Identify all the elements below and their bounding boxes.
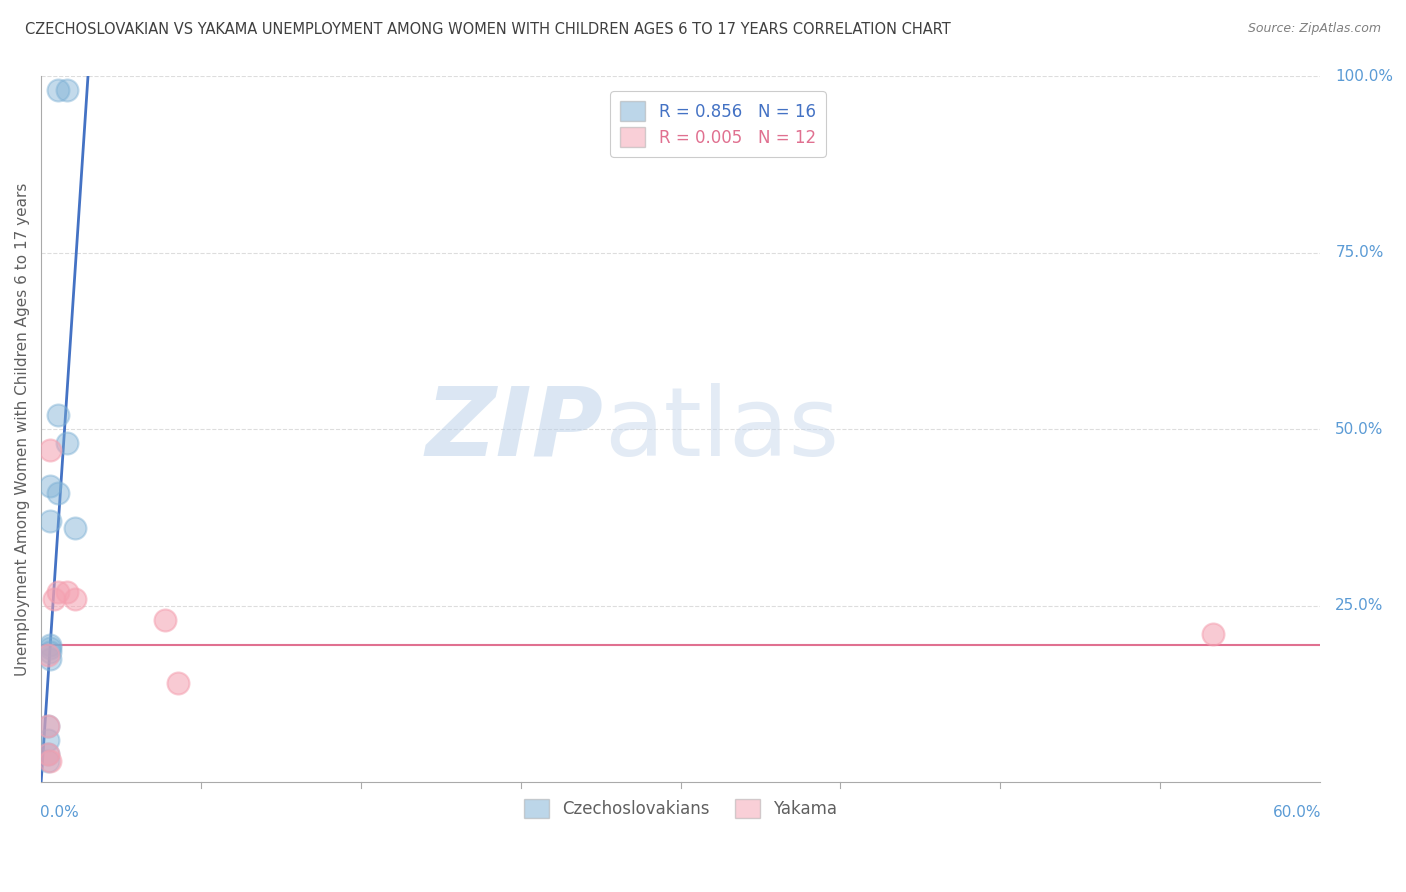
Point	[38, 443, 60, 458]
Point	[37, 719, 59, 733]
Point	[46, 408, 69, 422]
Point	[46, 584, 69, 599]
Point	[38, 754, 60, 768]
Point	[38, 652, 60, 666]
Point	[46, 83, 69, 97]
Legend: Czechoslovakians, Yakama: Czechoslovakians, Yakama	[517, 792, 844, 825]
Point	[153, 613, 176, 627]
Text: Source: ZipAtlas.com: Source: ZipAtlas.com	[1247, 22, 1381, 36]
Text: 60.0%: 60.0%	[1272, 805, 1322, 820]
Point	[38, 638, 60, 652]
Point	[55, 436, 77, 450]
Point	[38, 514, 60, 528]
Point	[46, 485, 69, 500]
Point	[37, 747, 59, 761]
Text: atlas: atlas	[603, 383, 839, 475]
Text: 50.0%: 50.0%	[1336, 422, 1384, 437]
Point	[42, 591, 65, 606]
Point	[1202, 627, 1225, 641]
Text: 75.0%: 75.0%	[1336, 245, 1384, 260]
Point	[63, 591, 86, 606]
Text: 100.0%: 100.0%	[1336, 69, 1393, 84]
Point	[38, 479, 60, 493]
Point	[55, 584, 77, 599]
Text: CZECHOSLOVAKIAN VS YAKAMA UNEMPLOYMENT AMONG WOMEN WITH CHILDREN AGES 6 TO 17 YE: CZECHOSLOVAKIAN VS YAKAMA UNEMPLOYMENT A…	[25, 22, 950, 37]
Point	[37, 747, 59, 761]
Point	[63, 521, 86, 535]
Text: 25.0%: 25.0%	[1336, 599, 1384, 614]
Point	[37, 648, 59, 663]
Text: ZIP: ZIP	[426, 383, 603, 475]
Point	[166, 676, 188, 690]
Point	[55, 83, 77, 97]
Point	[37, 754, 59, 768]
Point	[37, 733, 59, 747]
Text: 0.0%: 0.0%	[39, 805, 79, 820]
Y-axis label: Unemployment Among Women with Children Ages 6 to 17 years: Unemployment Among Women with Children A…	[15, 183, 30, 676]
Point	[37, 719, 59, 733]
Point	[38, 645, 60, 659]
Point	[38, 641, 60, 656]
